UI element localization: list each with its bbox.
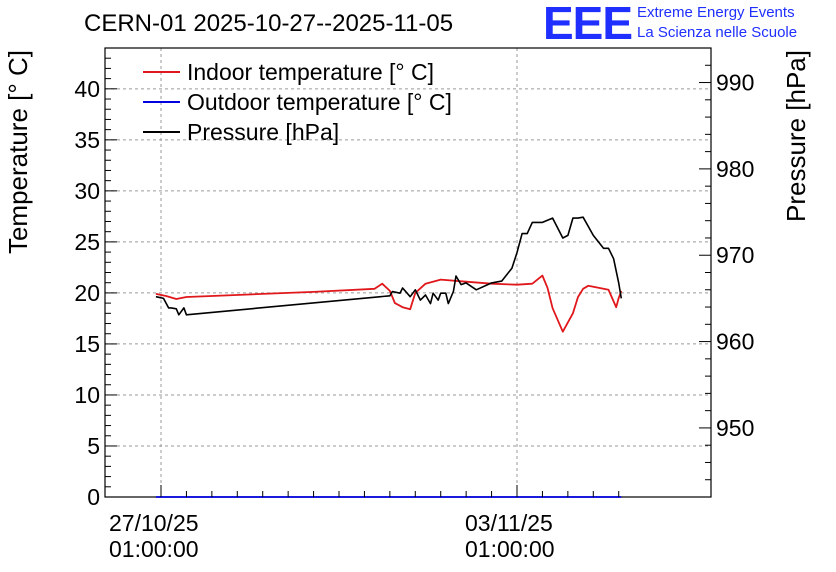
series-layer [155,216,623,498]
logo-line-2: La Scienza nelle Scuole [637,24,798,41]
plot-border [104,47,712,498]
y-tick-label: 25 [74,229,100,255]
y2-tick-label: 980 [716,156,754,182]
legend: Indoor temperature [° C] Outdoor temperat… [143,59,452,145]
legend-label: Indoor temperature [° C] [187,59,434,85]
y-axis-title: Temperature [° C] [3,50,33,254]
x-tick-label-date: 03/11/25 [465,510,553,536]
chart-title: CERN-01 2025-10-27--2025-11-05 [84,10,454,37]
y2-tick-label: 960 [716,329,754,355]
legend-label: Outdoor temperature [° C] [187,89,452,115]
y-tick-label: 30 [74,178,100,204]
y2-tick-label: 970 [716,242,754,268]
y-tick-label: 35 [74,127,100,153]
eee-logo: EEE [543,0,633,49]
grid-lines [105,48,711,497]
indoor-temperature-line [155,274,623,333]
y-tick-label: 15 [74,331,100,357]
legend-label: Pressure [hPa] [187,119,339,145]
y-tick-label: 0 [87,484,100,510]
y2-axis-title: Pressure [hPa] [781,50,811,222]
y2-tick-label: 990 [716,70,754,96]
plot-frame [104,47,712,498]
x-tick-label-time: 01:00:00 [109,536,199,562]
y-tick-label: 40 [74,76,100,102]
pressure-series-line [155,216,623,316]
logo-line-1: Extreme Energy Events [637,4,795,21]
y-tick-label: 20 [74,280,100,306]
axes: 051015202530354095096097098099027/10/250… [3,47,811,562]
y2-tick-label: 950 [716,415,754,441]
x-tick-label-time: 01:00:00 [465,536,555,562]
y-tick-label: 10 [74,382,100,408]
y-tick-label: 5 [87,433,100,459]
x-tick-label-date: 27/10/25 [109,510,199,536]
